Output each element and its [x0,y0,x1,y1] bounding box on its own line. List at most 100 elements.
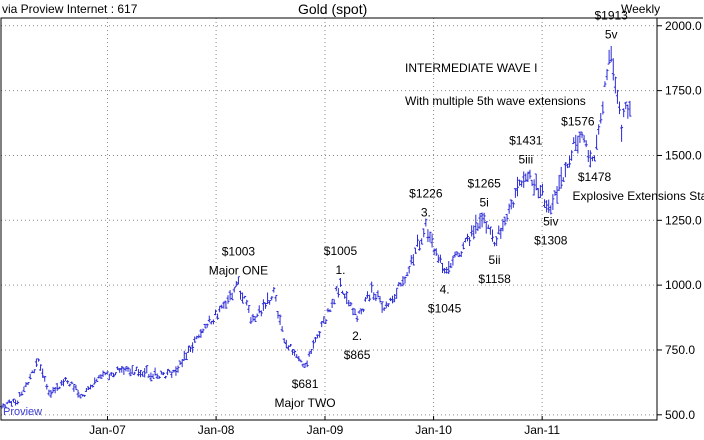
weekly-price-bar [93,377,97,385]
weekly-price-bar [145,365,149,374]
wave-annotations: $1003 Major ONE $681 Major TWO $1005 1. 2. $865… [209,8,704,410]
weekly-price-bar [216,313,220,320]
weekly-price-bar [447,261,451,274]
weekly-price-bar [580,131,584,139]
weekly-price-bar [261,299,265,311]
weekly-price-bar [59,380,63,386]
weekly-price-bar [141,371,145,377]
weekly-price-bar [501,218,505,232]
weekly-price-bar [393,293,397,303]
weekly-price-bar [182,350,186,361]
wave-label: $1005 [324,244,358,258]
weekly-price-bar [391,295,395,304]
weekly-price-bar [628,100,632,117]
weekly-price-bar [451,255,455,266]
wave-label: 3. [421,206,431,220]
weekly-price-bar [191,342,195,353]
wave-label: $1478 [578,170,612,184]
y-tick-label: 750.0 [665,343,695,357]
weekly-price-bar [5,401,9,405]
weekly-price-bar [184,352,188,361]
weekly-price-bar [330,298,334,308]
weekly-price-bar [593,155,597,162]
weekly-price-bar [568,155,572,168]
weekly-price-bar [280,326,284,332]
weekly-price-bar [111,372,115,378]
weekly-price-bar [459,251,463,258]
weekly-price-bar [161,372,165,376]
weekly-price-bar [357,310,361,314]
weekly-price-bar [563,162,567,178]
weekly-price-bar [180,359,184,368]
weekly-price-bar [291,349,295,356]
weekly-price-bar [249,317,253,325]
weekly-price-bar [480,212,484,228]
weekly-price-bar [526,171,530,183]
weekly-price-bar [351,307,355,316]
weekly-price-bar [413,247,417,254]
weekly-price-bar [22,386,26,393]
weekly-price-bar [530,179,534,187]
weekly-price-bar [497,225,501,235]
weekly-price-bar [151,373,155,379]
weekly-price-bar [572,137,576,145]
weekly-price-bar [20,391,24,396]
weekly-price-bar [559,166,563,189]
weekly-price-bar [505,213,509,222]
weekly-price-bar [136,369,140,377]
weekly-price-bar [515,176,519,197]
weekly-price-bar [205,323,209,328]
weekly-price-bar [1,403,5,408]
weekly-price-bar [124,366,128,372]
weekly-price-bar [603,81,607,88]
weekly-price-bar [528,169,532,179]
weekly-price-bar [380,301,384,313]
weekly-price-bar [416,234,420,247]
weekly-price-bar [189,346,193,352]
weekly-price-bar [363,297,367,302]
weekly-price-bar [341,290,345,294]
weekly-price-bar [128,368,132,377]
weekly-price-bar [328,309,332,313]
weekly-price-bar [78,394,82,399]
weekly-price-bar [143,368,147,378]
data-source-label: via Proview Internet : 617 [2,2,138,16]
weekly-price-bar [334,286,338,292]
weekly-price-bar [474,214,478,234]
weekly-price-bar [405,272,409,277]
weekly-price-bar [251,313,255,322]
weekly-price-bar [293,349,297,357]
wave-label: 5ii [489,253,501,267]
weekly-price-bar [214,309,218,316]
weekly-price-bar [282,338,286,344]
weekly-price-bar [70,381,74,384]
weekly-price-bar [226,295,230,304]
wave-label: $1265 [467,176,501,190]
weekly-price-bar [424,218,428,227]
weekly-price-bar [241,292,245,304]
weekly-price-bar [174,366,178,376]
weekly-price-bar [409,255,413,265]
weekly-price-bar [253,316,257,322]
weekly-price-bar [313,336,317,343]
weekly-price-bar [270,296,274,301]
weekly-price-bar [561,177,565,182]
weekly-price-bar [543,199,547,208]
weekly-price-bar [607,49,611,65]
weekly-price-bar [236,276,240,285]
weekly-price-bar [565,163,569,169]
weekly-price-bar [507,203,511,214]
weekly-price-bar [407,265,411,274]
price-bars [0,46,632,409]
weekly-price-bar [445,266,449,274]
wave-label: Explosive Extensions Start [573,189,704,203]
weekly-price-bar [53,387,57,394]
weekly-price-bar [107,373,111,381]
weekly-price-bar [276,310,280,319]
weekly-price-bar [465,233,469,242]
weekly-price-bar [359,308,363,315]
x-tick-label: Jan-11 [524,423,560,437]
weekly-price-bar [120,365,124,373]
weekly-price-bar [338,277,342,287]
weekly-price-bar [418,240,422,251]
